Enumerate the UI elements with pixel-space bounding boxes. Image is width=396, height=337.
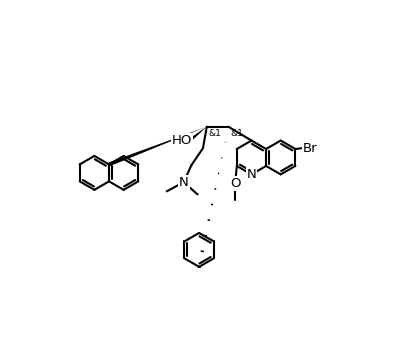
Polygon shape [108,127,207,166]
Text: &1: &1 [230,129,243,138]
Text: &1: &1 [208,129,221,138]
Text: Br: Br [303,142,317,155]
Text: N: N [247,168,256,181]
Polygon shape [190,127,207,140]
Text: HO: HO [172,134,192,147]
Text: N: N [179,176,188,189]
Text: O: O [230,177,240,190]
